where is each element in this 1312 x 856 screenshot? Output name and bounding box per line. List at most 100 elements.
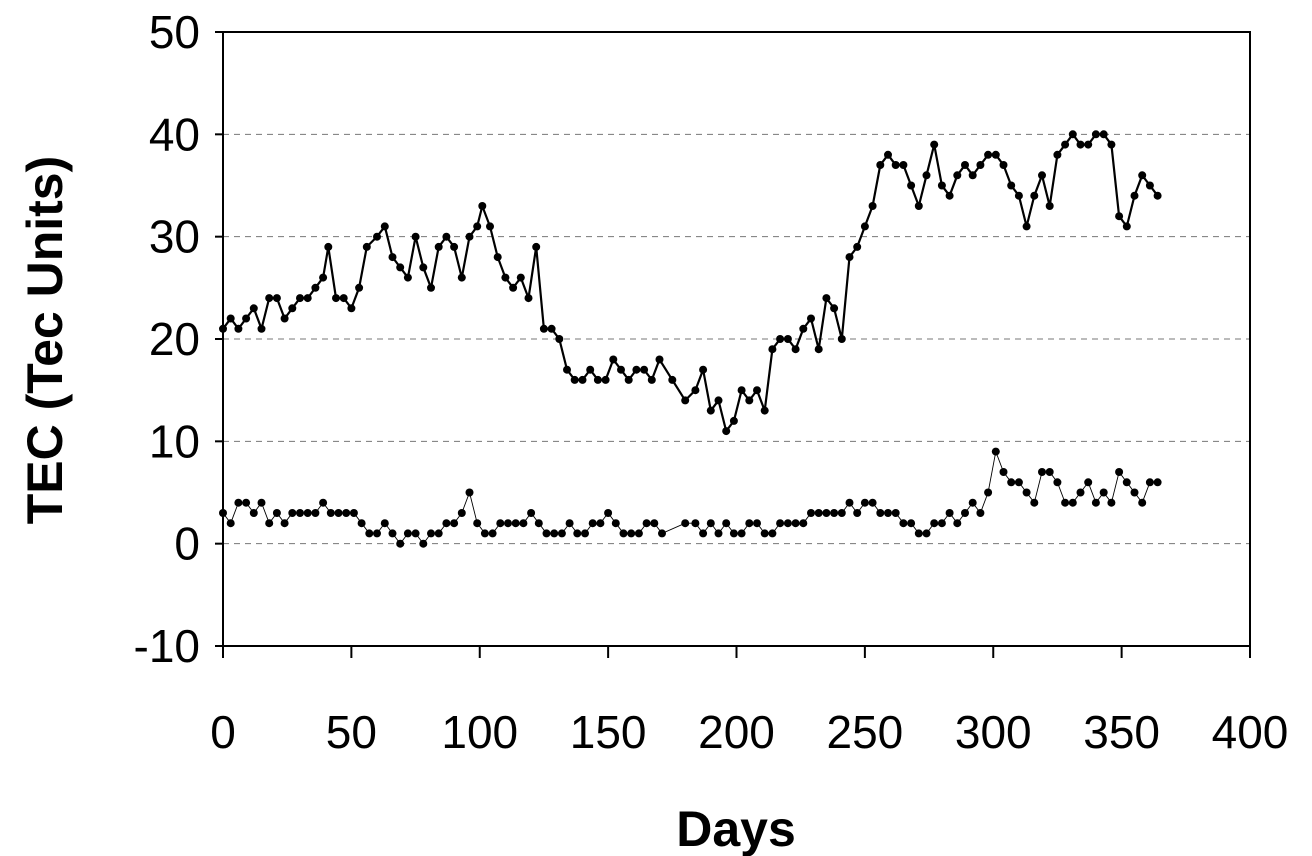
- data-point: [1138, 498, 1147, 507]
- data-point: [876, 161, 885, 169]
- data-point: [891, 161, 900, 169]
- data-point: [961, 161, 969, 169]
- data-point: [860, 222, 869, 231]
- data-point: [519, 519, 528, 528]
- data-point: [326, 509, 335, 517]
- data-point: [539, 324, 548, 333]
- data-point: [868, 202, 877, 210]
- data-point: [876, 509, 885, 517]
- data-point: [976, 509, 985, 517]
- data-point: [419, 263, 428, 272]
- data-point: [226, 314, 235, 323]
- data-point: [388, 253, 397, 262]
- data-point: [907, 181, 916, 190]
- data-point: [296, 294, 304, 303]
- data-point: [737, 386, 746, 395]
- data-point: [640, 365, 649, 374]
- data-point: [722, 427, 731, 436]
- data-point: [953, 171, 962, 180]
- y-axis-title: TEC (Tec Units): [17, 156, 73, 525]
- series-1: [219, 130, 1162, 436]
- x-tick-label: 200: [698, 706, 775, 758]
- data-point: [480, 529, 489, 538]
- y-tick-label: 30: [149, 211, 200, 263]
- data-point: [922, 171, 931, 180]
- data-point: [311, 283, 320, 292]
- data-point: [991, 447, 1000, 456]
- data-point: [860, 498, 869, 507]
- data-point: [699, 365, 708, 374]
- data-point: [634, 529, 643, 538]
- data-point: [586, 365, 595, 374]
- data-point: [1153, 191, 1162, 200]
- data-point: [984, 150, 993, 159]
- data-point: [945, 191, 954, 200]
- data-point: [249, 304, 258, 313]
- data-point: [457, 509, 466, 517]
- data-point: [403, 273, 412, 282]
- data-point: [601, 375, 610, 384]
- data-point: [930, 519, 939, 528]
- data-point: [581, 529, 589, 538]
- data-point: [853, 242, 862, 251]
- data-point: [884, 509, 892, 517]
- x-axis-title: Days: [676, 801, 796, 856]
- data-point: [1030, 498, 1039, 507]
- data-point: [745, 519, 754, 528]
- data-point: [937, 519, 946, 528]
- data-point: [547, 324, 556, 333]
- data-point: [611, 519, 620, 528]
- data-point: [681, 519, 690, 528]
- data-point: [473, 519, 482, 528]
- data-point: [511, 519, 520, 528]
- data-point: [296, 509, 304, 517]
- data-point: [1053, 478, 1062, 487]
- data-point: [991, 150, 1000, 159]
- series-1-line: [222, 132, 1159, 434]
- data-point: [814, 345, 823, 354]
- data-point: [655, 355, 664, 364]
- data-point: [303, 509, 312, 517]
- data-point: [1145, 478, 1154, 487]
- data-point: [930, 140, 939, 149]
- data-point: [380, 222, 389, 231]
- data-point: [814, 509, 823, 517]
- x-tick-label: 300: [955, 706, 1032, 758]
- data-point: [699, 529, 708, 538]
- data-point: [509, 283, 518, 292]
- data-point: [968, 171, 977, 180]
- data-point: [760, 529, 769, 538]
- data-point: [658, 529, 666, 538]
- data-point: [1014, 191, 1023, 200]
- data-point: [650, 519, 659, 528]
- data-point: [550, 529, 559, 538]
- data-point: [1007, 181, 1016, 190]
- data-point: [593, 375, 602, 384]
- data-point: [907, 519, 916, 528]
- data-point: [342, 509, 351, 517]
- data-point: [642, 519, 651, 528]
- data-point: [1038, 171, 1046, 180]
- data-point: [534, 519, 543, 528]
- data-point: [1084, 478, 1093, 487]
- data-point: [1130, 488, 1139, 497]
- y-tick-label: -10: [134, 620, 200, 672]
- grid-lines: [223, 133, 1250, 545]
- data-point: [714, 529, 723, 538]
- data-point: [1138, 171, 1147, 180]
- data-point: [681, 396, 690, 405]
- data-point: [1038, 468, 1046, 476]
- data-point: [288, 304, 297, 313]
- data-point: [411, 232, 420, 241]
- data-point: [249, 509, 258, 517]
- x-tick-label: 350: [1083, 706, 1160, 758]
- data-point: [465, 232, 474, 241]
- data-point: [937, 181, 946, 190]
- y-tick-labels: -10 0 10 20 30 40 50: [134, 6, 200, 672]
- data-point: [753, 386, 761, 395]
- data-point: [319, 273, 328, 282]
- data-point: [411, 529, 420, 538]
- axis-ticks: [215, 31, 1251, 658]
- data-point: [396, 263, 405, 272]
